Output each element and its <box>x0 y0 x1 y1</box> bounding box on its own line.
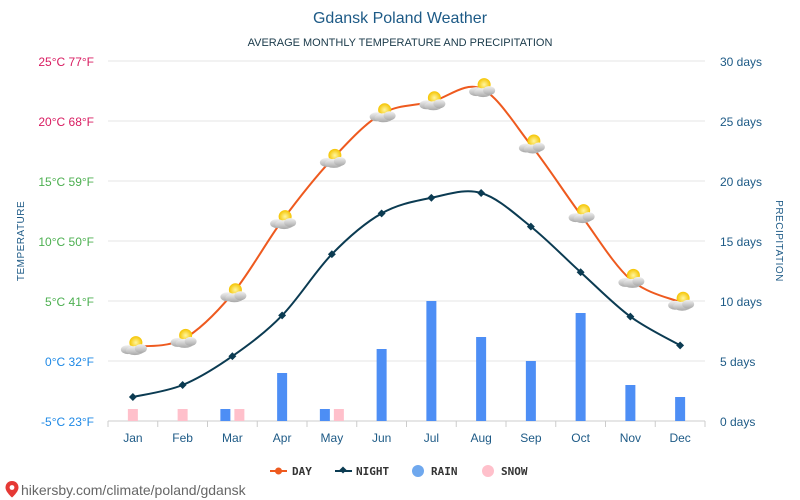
night-point[interactable] <box>178 381 187 389</box>
y-tick-label-left: 5°C 41°F <box>45 295 94 309</box>
y-tick-label-left: 20°C 68°F <box>38 115 94 129</box>
right-axis-precipitation: 30 days 25 days 20 days 15 days 10 days 5 day… <box>720 55 762 429</box>
rain-bar[interactable] <box>525 361 536 421</box>
legend-label-day: DAY <box>292 465 312 478</box>
y-tick-label-left: -5°C 23°F <box>41 415 94 429</box>
night-point[interactable] <box>128 393 137 401</box>
legend-item-snow[interactable]: SNOW <box>482 465 528 478</box>
location-pin-icon <box>5 481 19 498</box>
partly-cloudy-icon[interactable] <box>270 210 297 230</box>
rain-bar[interactable] <box>277 373 288 421</box>
x-tick-label: May <box>321 431 344 445</box>
y-tick-label-right: 5 days <box>720 355 755 369</box>
left-axis-temperature: 25°C 77°F 20°C 68°F 15°C 59°F 10°C 50°F 5°C … <box>38 55 94 429</box>
x-tick-label: Sep <box>520 431 542 445</box>
left-axis-title: TEMPERATURE <box>16 201 27 281</box>
night-point[interactable] <box>626 312 635 321</box>
y-tick-label-left: 15°C 59°F <box>38 175 94 189</box>
snow-bar[interactable] <box>177 409 188 421</box>
night-point[interactable] <box>278 311 287 320</box>
precipitation-bars <box>127 301 686 421</box>
snow-bar[interactable] <box>333 409 344 421</box>
day-line <box>132 85 681 348</box>
y-tick-label-right: 0 days <box>720 415 755 429</box>
y-tick-label-right: 25 days <box>720 115 762 129</box>
rain-bar[interactable] <box>675 397 686 421</box>
night-point[interactable] <box>377 209 386 218</box>
night-point[interactable] <box>576 268 585 277</box>
partly-cloudy-icon[interactable] <box>120 336 147 356</box>
x-tick-label: Apr <box>273 431 292 445</box>
y-tick-label-left: 0°C 32°F <box>45 355 94 369</box>
y-tick-label-left: 25°C 77°F <box>38 55 94 69</box>
chart-subtitle: AVERAGE MONTHLY TEMPERATURE AND PRECIPIT… <box>248 37 553 49</box>
night-point[interactable] <box>477 189 486 197</box>
rain-bar[interactable] <box>625 385 636 421</box>
y-tick-label-right: 20 days <box>720 175 762 189</box>
legend-label-snow: SNOW <box>501 465 528 478</box>
y-tick-label-left: 10°C 50°F <box>38 235 94 249</box>
rain-bar[interactable] <box>376 349 387 421</box>
legend-label-night: NIGHT <box>356 465 389 478</box>
partly-cloudy-icon[interactable] <box>220 283 247 303</box>
x-tick-label: Jun <box>372 431 391 445</box>
chart-title: Gdansk Poland Weather <box>313 10 488 27</box>
partly-cloudy-icon[interactable] <box>170 328 197 348</box>
source-link[interactable]: hikersby.com/climate/poland/gdansk <box>5 481 247 498</box>
night-line <box>132 190 681 398</box>
x-tick-label: Oct <box>571 431 590 445</box>
partly-cloudy-icon[interactable] <box>469 78 496 98</box>
night-point[interactable] <box>526 222 535 231</box>
y-tick-label-right: 30 days <box>720 55 762 69</box>
x-tick-label: Nov <box>620 431 641 445</box>
x-tick-label: Mar <box>222 431 243 445</box>
x-tick-label: Feb <box>172 431 193 445</box>
partly-cloudy-icon[interactable] <box>369 103 396 123</box>
rain-bar[interactable] <box>476 337 487 421</box>
chart-legend: DAY NIGHT RAIN SNOW <box>270 465 528 478</box>
legend-item-night[interactable]: NIGHT <box>335 465 389 478</box>
x-tick-label: Jan <box>123 431 142 445</box>
weather-icons <box>120 78 695 356</box>
snow-bar[interactable] <box>234 409 245 421</box>
partly-cloudy-icon[interactable] <box>419 91 446 111</box>
night-point[interactable] <box>327 250 336 259</box>
night-point[interactable] <box>676 341 685 350</box>
rain-bar[interactable] <box>319 409 330 421</box>
legend-label-rain: RAIN <box>431 465 458 478</box>
rain-bar[interactable] <box>426 301 437 421</box>
x-tick-label: Aug <box>470 431 491 445</box>
rain-bar[interactable] <box>220 409 231 421</box>
partly-cloudy-icon[interactable] <box>518 134 545 154</box>
y-tick-label-right: 15 days <box>720 235 762 249</box>
grid-lines <box>108 60 705 422</box>
night-point[interactable] <box>228 352 237 361</box>
partly-cloudy-icon[interactable] <box>568 204 595 224</box>
temperature-lines <box>128 85 685 401</box>
source-label: hikersby.com/climate/poland/gdansk <box>21 482 247 498</box>
x-tick-label: Dec <box>669 431 690 445</box>
y-tick-label-right: 10 days <box>720 295 762 309</box>
partly-cloudy-icon[interactable] <box>319 148 346 168</box>
x-axis: Jan Feb Mar Apr May Jun Jul Aug Sep Oct Nov Dec <box>107 421 706 445</box>
partly-cloudy-icon[interactable] <box>668 291 695 311</box>
rain-bar[interactable] <box>575 313 586 421</box>
right-axis-title: PRECIPITATION <box>773 200 784 282</box>
legend-item-rain[interactable]: RAIN <box>412 465 458 478</box>
night-point[interactable] <box>427 193 436 202</box>
legend-item-day[interactable]: DAY <box>270 465 312 478</box>
snow-bar[interactable] <box>127 409 138 421</box>
x-tick-label: Jul <box>424 431 439 445</box>
